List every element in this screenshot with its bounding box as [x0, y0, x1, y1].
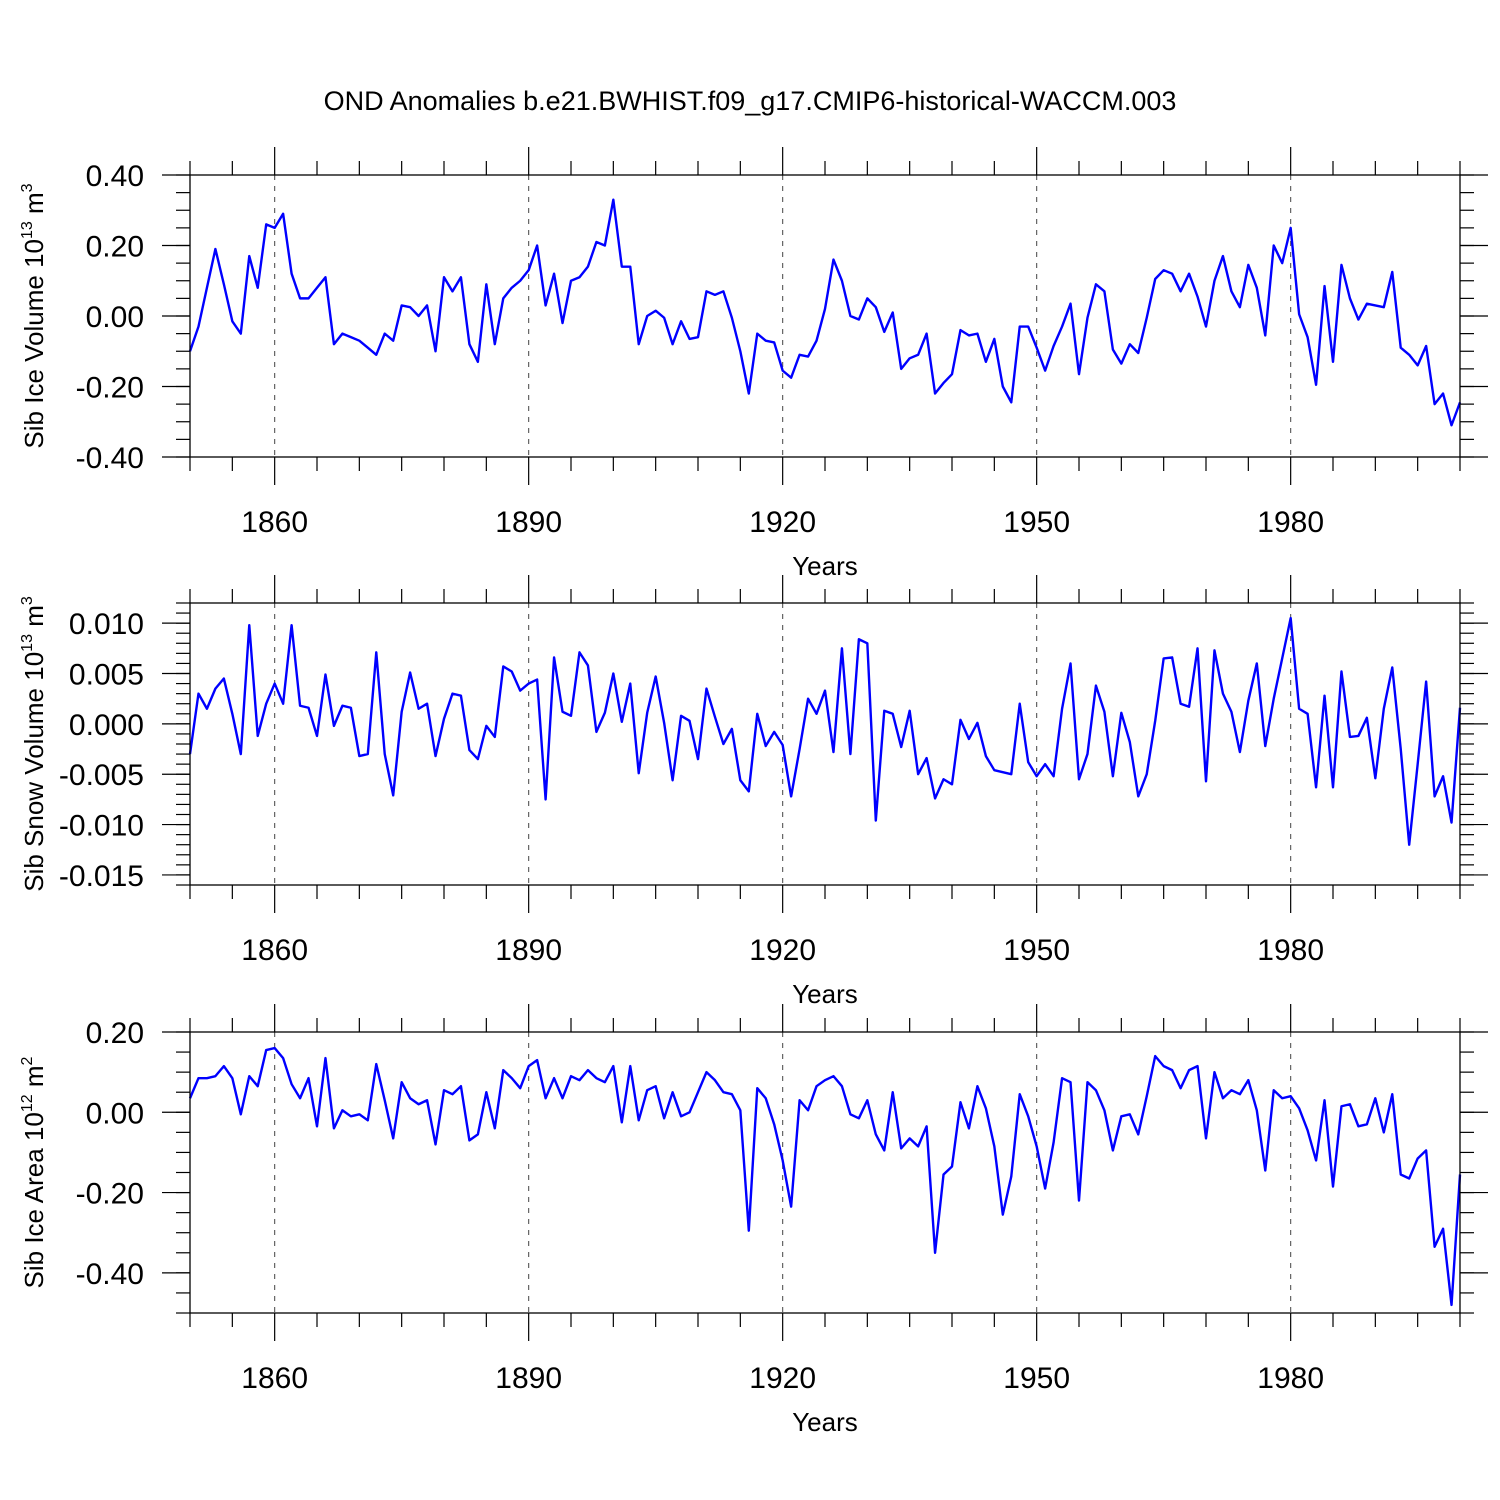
ice-volume-ylabel-text: Sib Ice Volume 10	[19, 239, 49, 449]
ice-area-ytick-label: -0.40	[76, 1258, 144, 1291]
snow-volume-ylabel-unit: m	[19, 605, 49, 634]
snow-volume-ytick-label: 0.005	[69, 659, 144, 692]
ice-volume-ylabel-unit-exponent: 3	[19, 183, 36, 192]
chart-title: OND Anomalies b.e21.BWHIST.f09_g17.CMIP6…	[324, 86, 1177, 116]
ice-volume-ytick-label: -0.40	[76, 442, 144, 475]
ice-area-ylabel-exponent: 12	[19, 1094, 36, 1112]
ice-volume-ytick-label: 0.00	[86, 301, 144, 334]
ice-area-xtick-label-1950: 1950	[1003, 1362, 1070, 1395]
ice-volume-xtick-label-1980: 1980	[1257, 506, 1324, 539]
ice-area-ytick-label: 0.00	[86, 1097, 144, 1130]
ice-area-xtick-label-1980: 1980	[1257, 1362, 1324, 1395]
ice-area-ytick-label: -0.20	[76, 1178, 144, 1211]
ice-area-xlabel: Years	[792, 1407, 858, 1437]
panel-ice-area: 0.20 0.00 -0.20 -0.40 1860 1890 1920 1950 1980 Ye…	[19, 1004, 1488, 1437]
snow-volume-ylabel-unit-exponent: 3	[19, 596, 36, 605]
ice-area-ylabel-unit: m	[19, 1065, 49, 1094]
ice-area-xtick-label-1920: 1920	[749, 1362, 816, 1395]
ice-volume-xtick-label-1950: 1950	[1003, 506, 1070, 539]
ice-volume-ylabel-unit: m	[19, 192, 49, 221]
ice-area-ylabel-unit-exponent: 2	[19, 1056, 36, 1065]
snow-volume-plot-frame	[189, 602, 1461, 886]
snow-volume-xtick-label-1980: 1980	[1257, 934, 1324, 967]
ice-area-series-line	[188, 1046, 1462, 1307]
snow-volume-ytick-label: -0.005	[59, 759, 144, 792]
snow-volume-ylabel-text: Sib Snow Volume 10	[19, 652, 49, 892]
snow-volume-ylabel-exponent: 13	[19, 634, 36, 652]
snow-volume-series-line	[188, 616, 1462, 846]
snow-volume-xtick-label-1890: 1890	[495, 934, 562, 967]
ice-volume-ytick-label: 0.40	[86, 160, 144, 193]
snow-volume-xlabel: Years	[792, 979, 858, 1009]
ice-volume-ytick-label: -0.20	[76, 372, 144, 405]
snow-volume-xtick-label-1950: 1950	[1003, 934, 1070, 967]
snow-volume-xtick-label-1860: 1860	[241, 934, 308, 967]
ice-volume-series-line	[188, 198, 1462, 427]
panel-ice-volume: 0.40 0.20 0.00 -0.20 -0.40 1860 1890 1920 1950 19…	[19, 147, 1488, 581]
ice-volume-xlabel: Years	[792, 551, 858, 581]
ice-area-plot-frame	[189, 1031, 1461, 1314]
ice-area-ylabel-text: Sib Ice Area 10	[19, 1112, 49, 1288]
snow-volume-ytick-label: 0.000	[69, 709, 144, 742]
panel-snow-volume: 0.010 0.005 0.000 -0.005 -0.010 -0.015 1860 189…	[19, 575, 1488, 1009]
ice-volume-ylabel: Sib Ice Volume 1013 m3	[19, 183, 49, 448]
ice-volume-plot-frame	[189, 174, 1461, 458]
snow-volume-xtick-label-1920: 1920	[749, 934, 816, 967]
snow-volume-ytick-label: -0.015	[59, 860, 144, 893]
ice-volume-xtick-label-1860: 1860	[241, 506, 308, 539]
ice-volume-ytick-label: 0.20	[86, 231, 144, 264]
ice-volume-ylabel-exponent: 13	[19, 221, 36, 239]
snow-volume-ylabel: Sib Snow Volume 1013 m3	[19, 596, 49, 892]
snow-volume-ytick-label: 0.010	[69, 608, 144, 641]
ice-volume-xtick-label-1890: 1890	[495, 506, 562, 539]
ice-area-xtick-label-1860: 1860	[241, 1362, 308, 1395]
ice-area-xtick-label-1890: 1890	[495, 1362, 562, 1395]
ice-volume-xtick-label-1920: 1920	[749, 506, 816, 539]
ice-area-ylabel: Sib Ice Area 1012 m2	[19, 1056, 49, 1288]
ice-area-ytick-label: 0.20	[86, 1017, 144, 1050]
snow-volume-ytick-label: -0.010	[59, 810, 144, 843]
